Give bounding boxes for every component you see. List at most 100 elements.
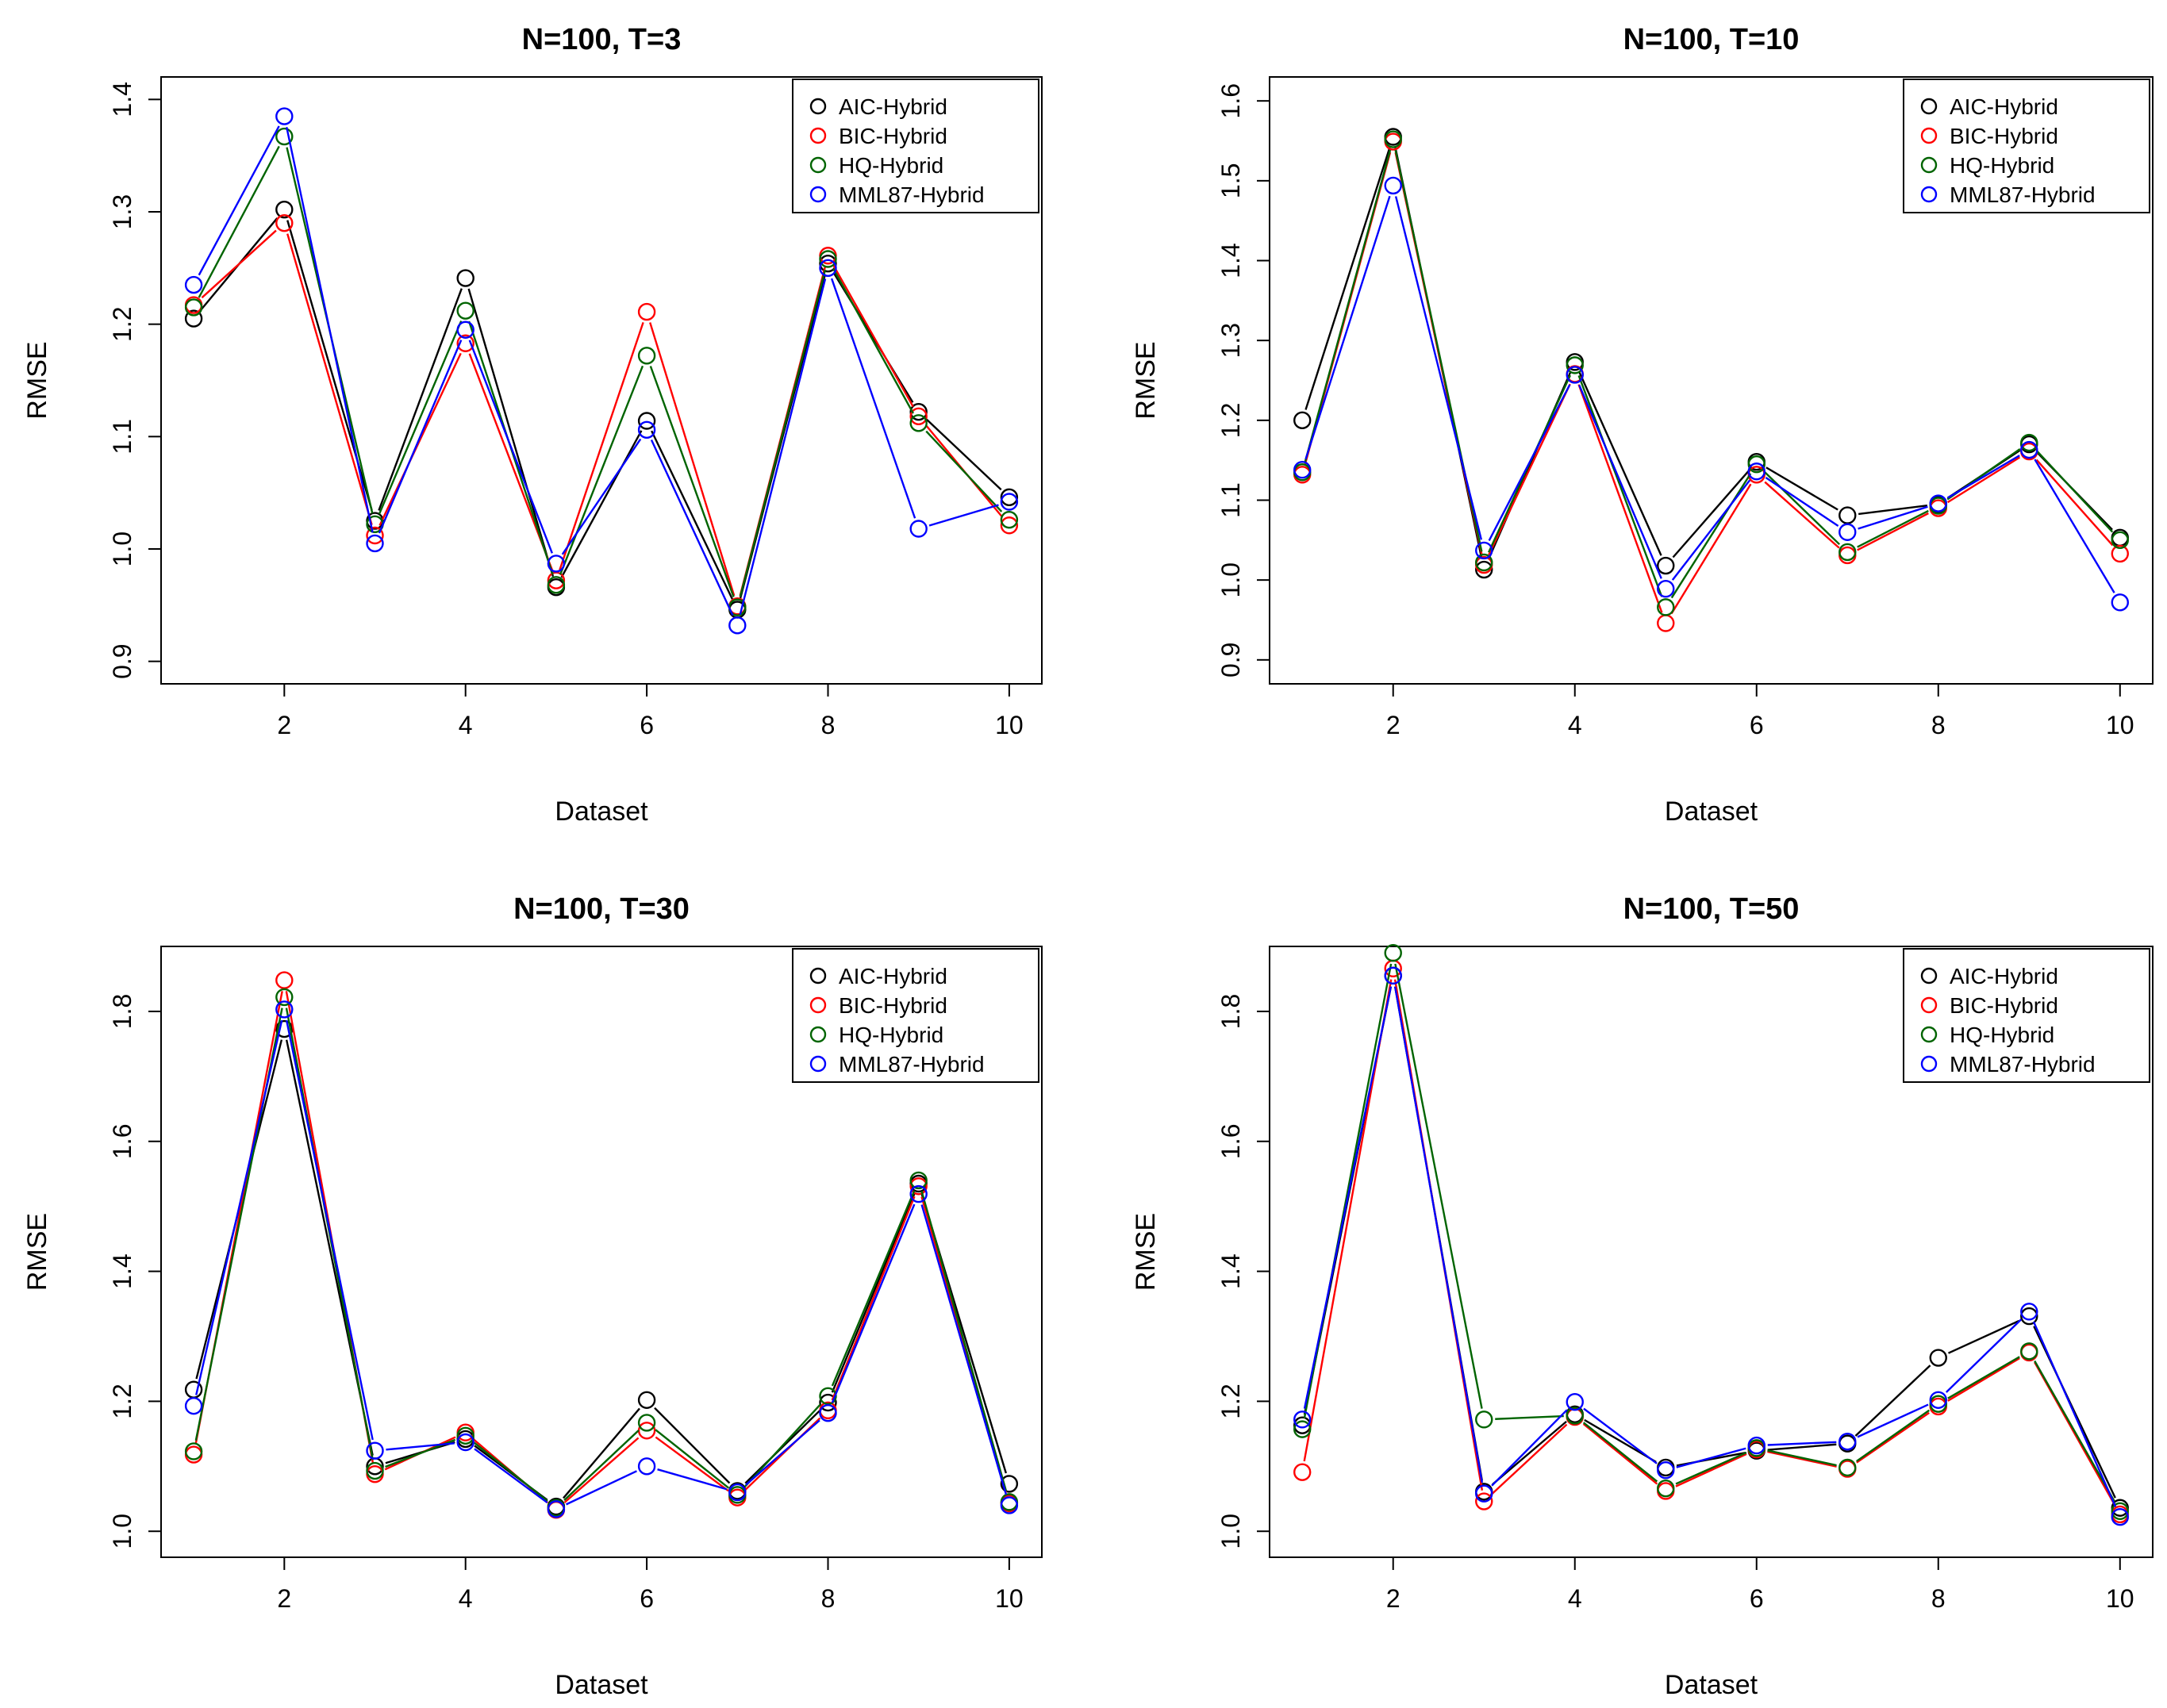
y-tick-label: 1.6 — [1216, 83, 1245, 118]
series-line-segment — [201, 229, 277, 299]
data-point — [275, 1000, 294, 1019]
data-point — [1566, 356, 1584, 374]
series-aic-hybrid — [184, 1019, 1019, 1516]
legend-box — [792, 948, 1039, 1083]
data-point — [1838, 543, 1857, 562]
series-line-segment — [1495, 1414, 1564, 1420]
data-point — [1384, 176, 1402, 195]
data-point — [1000, 493, 1019, 511]
y-tick-label: 1.8 — [108, 994, 136, 1029]
series-mml87-hybrid — [184, 107, 1019, 635]
series-line-segment — [1583, 1407, 1658, 1464]
y-tick-label: 1.0 — [1216, 562, 1245, 597]
data-point — [1475, 553, 1493, 572]
y-tick-label: 1.4 — [1216, 1253, 1245, 1288]
series-line-segment — [1491, 1409, 1568, 1487]
data-point — [275, 213, 294, 232]
legend-label: HQ-Hybrid — [1950, 153, 2054, 178]
series-line-segment — [1672, 469, 1750, 558]
series-line-segment — [2035, 459, 2114, 547]
series-line-segment — [1764, 481, 1840, 549]
series-line-segment — [1767, 1443, 1837, 1451]
series-line-segment — [1488, 384, 1571, 542]
data-point — [1475, 560, 1493, 579]
x-tick-label: 6 — [1750, 711, 1764, 739]
data-point — [1657, 580, 1675, 598]
x-tick-label: 2 — [1386, 1584, 1400, 1613]
series-line-segment — [649, 366, 735, 597]
x-tick-label: 8 — [821, 711, 836, 739]
x-tick-label: 2 — [277, 711, 291, 739]
series-line-segment — [1394, 196, 1483, 540]
legend-label: BIC-Hybrid — [1950, 993, 2058, 1018]
y-tick-label: 1.5 — [1216, 163, 1245, 198]
series-line-segment — [378, 352, 462, 526]
data-point — [2020, 1342, 2038, 1361]
data-point — [1657, 1479, 1675, 1498]
data-point — [819, 254, 837, 273]
series-line-segment — [1947, 1357, 2020, 1402]
data-point — [1293, 1420, 1312, 1438]
data-point — [1293, 1463, 1312, 1481]
data-point — [728, 1483, 747, 1502]
series-line-segment — [566, 1470, 637, 1506]
data-point — [1838, 506, 1857, 524]
x-tick-label: 4 — [1568, 1584, 1582, 1613]
legend-marker — [1920, 1026, 1938, 1043]
series-line-segment — [831, 1203, 916, 1403]
series-line-segment — [198, 145, 280, 298]
series-line-segment — [1582, 1422, 1658, 1485]
legend-label: AIC-Hybrid — [839, 94, 947, 119]
data-point — [547, 571, 566, 589]
legend-label: BIC-Hybrid — [839, 124, 947, 148]
x-tick-label: 2 — [277, 1584, 291, 1613]
data-point — [1566, 1393, 1584, 1411]
series-aic-hybrid — [184, 200, 1019, 619]
data-point — [1293, 461, 1312, 479]
series-line-segment — [2034, 1360, 2115, 1503]
series-line-segment — [1767, 1441, 1837, 1446]
data-point — [1657, 1461, 1675, 1480]
y-axis-label: RMSE — [1131, 1213, 1161, 1291]
y-axis-label: RMSE — [22, 341, 52, 419]
data-point — [2020, 1307, 2038, 1326]
x-tick-label: 8 — [1931, 711, 1946, 739]
data-point — [456, 301, 475, 320]
series-line-segment — [198, 125, 280, 276]
data-point — [2020, 1303, 2038, 1321]
series-line-segment — [1670, 473, 1752, 599]
series-line-segment — [2034, 459, 2115, 593]
data-point — [275, 988, 294, 1007]
series-line-segment — [378, 340, 463, 534]
series-line-segment — [1582, 1422, 1658, 1483]
data-point — [184, 1442, 203, 1460]
y-tick-label: 1.2 — [1216, 1384, 1245, 1418]
legend-box — [792, 79, 1039, 213]
chart-panel-2: N=100, T=10 2 4 6 8 10 0.9 1.0 1.1 1.2 1.3 1.4 1.5 1.… — [1131, 23, 2154, 827]
data-point — [1384, 966, 1402, 985]
series-line-segment — [1670, 483, 1752, 615]
y-tick-label: 1.2 — [1216, 403, 1245, 438]
data-point — [456, 1426, 475, 1445]
series-line-segment — [831, 1193, 916, 1393]
x-tick-label: 6 — [640, 711, 654, 739]
data-point — [547, 576, 566, 594]
chart-title: N=100, T=50 — [1623, 892, 1800, 926]
data-point — [637, 1391, 656, 1409]
series-line-segment — [378, 320, 463, 515]
chart-panel-1: N=100, T=3 2 4 6 8 10 0.9 1.0 1.1 1.2 1.3 1.4 Datase… — [22, 23, 1043, 827]
legend-marker — [809, 127, 827, 144]
data-point — [1929, 1349, 1947, 1367]
legend-marker — [809, 186, 827, 203]
data-point — [1566, 366, 1584, 384]
y-tick-label: 1.0 — [1216, 1514, 1245, 1549]
series-line-segment — [286, 127, 374, 533]
series-line-segment — [467, 288, 555, 578]
data-point — [547, 1500, 566, 1518]
data-point — [909, 1171, 928, 1190]
data-point — [1657, 614, 1675, 632]
legend-label: AIC-Hybrid — [839, 964, 947, 988]
series-line-segment — [559, 321, 644, 570]
series-mml87-hybrid — [184, 1000, 1019, 1518]
